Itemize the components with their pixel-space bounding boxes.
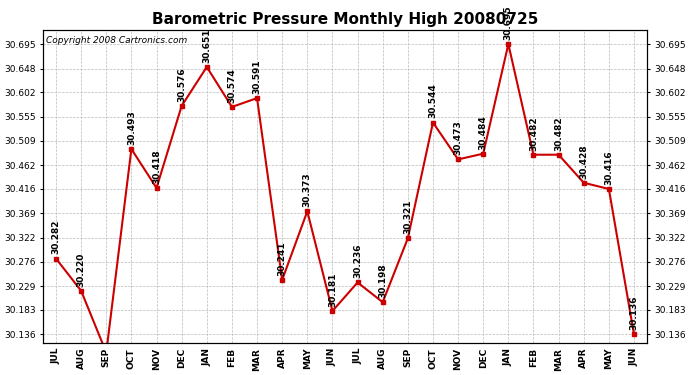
Text: 30.493: 30.493 — [127, 110, 136, 145]
Text: 30.101: 30.101 — [0, 374, 1, 375]
Text: 30.181: 30.181 — [328, 272, 337, 307]
Text: 30.576: 30.576 — [177, 67, 186, 102]
Text: 30.574: 30.574 — [228, 68, 237, 103]
Text: 30.482: 30.482 — [554, 116, 563, 150]
Text: 30.282: 30.282 — [52, 220, 61, 254]
Text: 30.321: 30.321 — [404, 200, 413, 234]
Text: 30.373: 30.373 — [303, 172, 312, 207]
Text: 30.651: 30.651 — [202, 28, 211, 63]
Text: 30.428: 30.428 — [579, 144, 589, 178]
Text: 30.482: 30.482 — [529, 116, 538, 150]
Text: 30.220: 30.220 — [77, 252, 86, 286]
Text: 30.695: 30.695 — [504, 5, 513, 40]
Text: 30.418: 30.418 — [152, 149, 161, 184]
Text: 30.236: 30.236 — [353, 244, 362, 278]
Text: 30.136: 30.136 — [629, 296, 638, 330]
Text: 30.591: 30.591 — [253, 59, 262, 94]
Text: 30.484: 30.484 — [479, 115, 488, 150]
Text: 30.241: 30.241 — [277, 241, 286, 276]
Text: Copyright 2008 Cartronics.com: Copyright 2008 Cartronics.com — [46, 36, 188, 45]
Text: 30.416: 30.416 — [604, 150, 613, 185]
Text: 30.544: 30.544 — [428, 84, 437, 118]
Text: 30.473: 30.473 — [453, 120, 462, 155]
Title: Barometric Pressure Monthly High 20080725: Barometric Pressure Monthly High 2008072… — [152, 12, 538, 27]
Text: 30.198: 30.198 — [378, 263, 387, 298]
